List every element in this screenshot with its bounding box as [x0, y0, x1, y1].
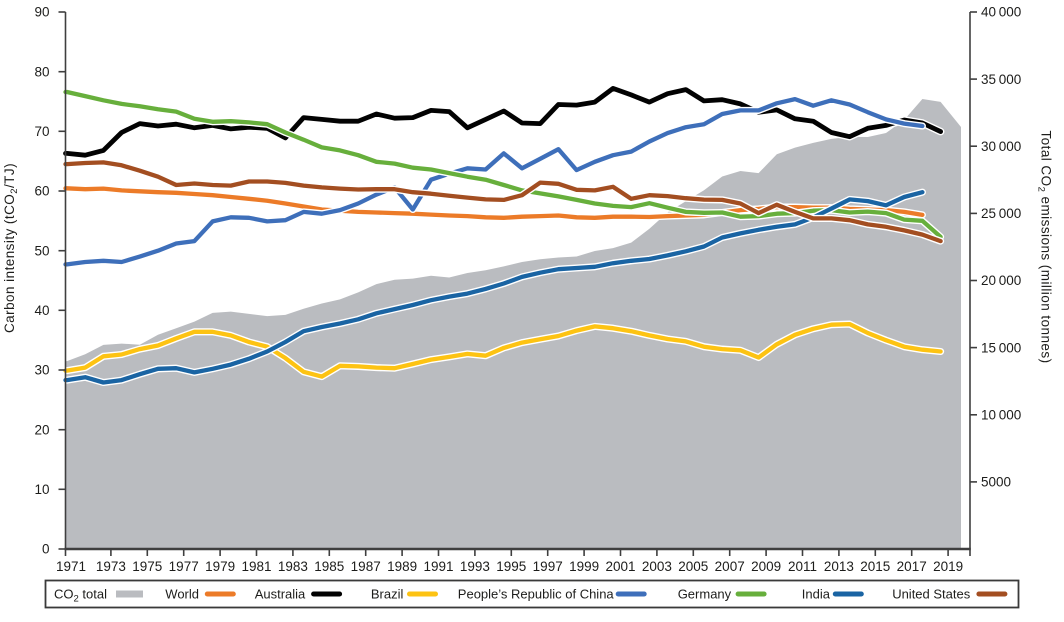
svg-text:2017: 2017: [897, 559, 927, 574]
svg-text:1975: 1975: [132, 559, 162, 574]
svg-text:10 000: 10 000: [981, 407, 1021, 422]
svg-text:2013: 2013: [824, 559, 854, 574]
svg-text:2011: 2011: [788, 559, 817, 574]
svg-text:20 000: 20 000: [981, 273, 1021, 288]
svg-text:CO2 total: CO2 total: [54, 587, 107, 605]
svg-text:25 000: 25 000: [981, 206, 1021, 221]
svg-text:1997: 1997: [533, 559, 563, 574]
svg-text:15 000: 15 000: [981, 340, 1021, 355]
svg-text:1977: 1977: [169, 559, 199, 574]
svg-text:1989: 1989: [387, 559, 417, 574]
svg-text:60: 60: [34, 184, 49, 199]
svg-text:40: 40: [34, 303, 49, 318]
svg-text:5000: 5000: [981, 475, 1011, 490]
svg-text:1995: 1995: [496, 559, 526, 574]
svg-text:90: 90: [34, 5, 49, 20]
svg-text:70: 70: [34, 124, 49, 139]
svg-text:1985: 1985: [314, 559, 344, 574]
svg-text:World: World: [165, 587, 199, 602]
svg-text:0: 0: [42, 542, 50, 557]
svg-text:1999: 1999: [569, 559, 599, 574]
svg-text:1993: 1993: [460, 559, 490, 574]
svg-text:80: 80: [34, 64, 49, 79]
svg-text:1973: 1973: [96, 559, 126, 574]
svg-text:Australia: Australia: [255, 587, 306, 602]
svg-text:50: 50: [34, 243, 49, 258]
svg-text:40 000: 40 000: [981, 5, 1021, 20]
svg-text:2009: 2009: [751, 559, 781, 574]
svg-text:20: 20: [34, 422, 49, 437]
svg-text:1983: 1983: [278, 559, 308, 574]
svg-text:2019: 2019: [933, 559, 963, 574]
svg-text:1991: 1991: [423, 559, 453, 574]
svg-text:People’s Republic of China: People’s Republic of China: [458, 587, 615, 602]
svg-text:10: 10: [34, 482, 49, 497]
svg-text:2003: 2003: [642, 559, 672, 574]
svg-text:2015: 2015: [860, 559, 890, 574]
svg-text:1971: 1971: [56, 559, 86, 574]
svg-text:1979: 1979: [205, 559, 235, 574]
svg-text:1987: 1987: [351, 559, 381, 574]
svg-text:Carbon intensity (tCO2/TJ): Carbon intensity (tCO2/TJ): [2, 163, 20, 333]
svg-text:30 000: 30 000: [981, 139, 1021, 154]
svg-text:United States: United States: [892, 587, 971, 602]
svg-text:30: 30: [34, 363, 49, 378]
svg-text:1981: 1981: [241, 559, 271, 574]
svg-text:2001: 2001: [605, 559, 635, 574]
svg-text:35 000: 35 000: [981, 72, 1021, 87]
svg-text:India: India: [802, 587, 831, 602]
svg-text:Brazil: Brazil: [371, 587, 404, 602]
svg-text:2005: 2005: [678, 559, 708, 574]
svg-text:2007: 2007: [715, 559, 745, 574]
svg-text:Germany: Germany: [678, 587, 732, 602]
